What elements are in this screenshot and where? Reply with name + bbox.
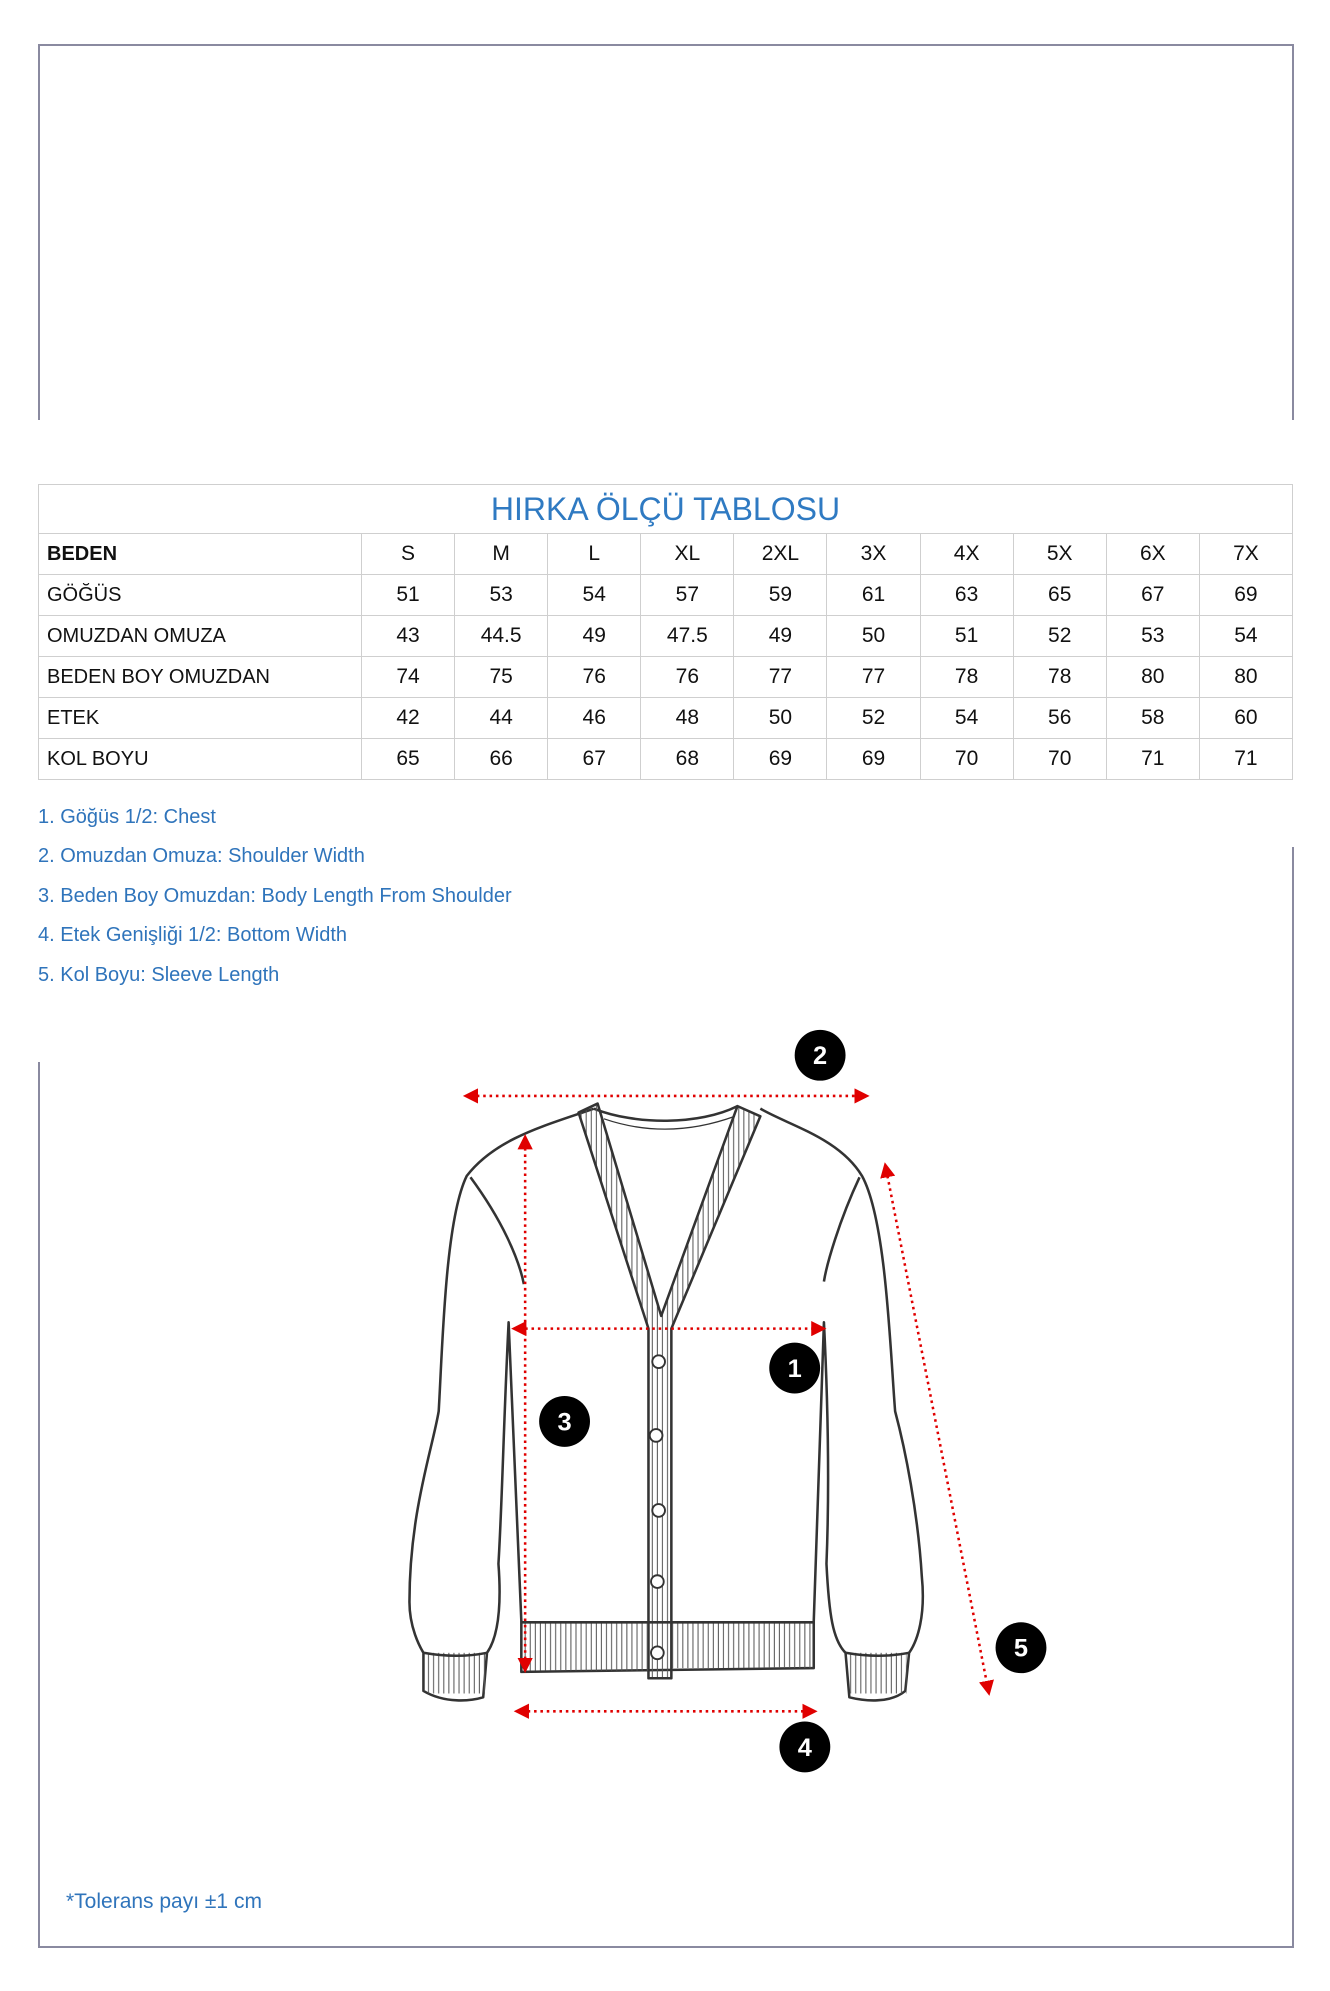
measurement-legend: 1. Göğüs 1/2: Chest 2. Omuzdan Omuza: Sh… bbox=[38, 806, 512, 1003]
table-cell: 70 bbox=[919, 738, 1014, 780]
frame-bottom bbox=[38, 1946, 1294, 1948]
table-cell: 58 bbox=[1105, 697, 1200, 739]
table-cell: 68 bbox=[640, 738, 735, 780]
table-cell: 43 bbox=[360, 615, 456, 657]
size-table: HIRKA ÖLÇÜ TABLOSU BEDEN S M L XL 2XL 3X… bbox=[38, 484, 1294, 780]
table-cell: 54 bbox=[547, 574, 642, 616]
table-title: HIRKA ÖLÇÜ TABLOSU bbox=[38, 484, 1293, 534]
legend-item: 5. Kol Boyu: Sleeve Length bbox=[38, 963, 280, 986]
table-cell: 48 bbox=[640, 697, 735, 739]
legend-item: 4. Etek Genişliği 1/2: Bottom Width bbox=[38, 924, 348, 947]
table-cell: 71 bbox=[1198, 738, 1294, 780]
table-cell: 57 bbox=[640, 574, 735, 616]
size-header: XL bbox=[640, 533, 735, 575]
table-cell: 54 bbox=[1198, 615, 1294, 657]
table-cell: 60 bbox=[1198, 697, 1294, 739]
table-cell: 51 bbox=[360, 574, 456, 616]
table-cell: 53 bbox=[1105, 615, 1200, 657]
table-cell: 63 bbox=[919, 574, 1014, 616]
table-cell: 71 bbox=[1105, 738, 1200, 780]
legend-item: 3. Beden Boy Omuzdan: Body Length From S… bbox=[38, 884, 512, 907]
table-cell: 78 bbox=[919, 656, 1014, 698]
table-cell: 69 bbox=[733, 738, 828, 780]
table-cell: 56 bbox=[1012, 697, 1107, 739]
table-cell: 76 bbox=[640, 656, 735, 698]
table-row: BEDEN BOY OMUZDAN 74 75 76 76 77 77 78 78 80 80 bbox=[38, 656, 1294, 698]
table-cell: 77 bbox=[826, 656, 921, 698]
frame-left-top bbox=[38, 44, 40, 420]
table-cell: 75 bbox=[454, 656, 549, 698]
table-cell: 80 bbox=[1198, 656, 1294, 698]
table-cell: 52 bbox=[826, 697, 921, 739]
table-cell: 52 bbox=[1012, 615, 1107, 657]
button-icon bbox=[651, 1503, 666, 1518]
sleeve-measure-line bbox=[880, 1162, 994, 1696]
row-label: BEDEN BOY OMUZDAN bbox=[38, 656, 362, 698]
table-row: KOL BOYU 65 66 67 68 69 69 70 70 71 71 bbox=[38, 738, 1294, 780]
legend-item: 1. Göğüs 1/2: Chest bbox=[38, 806, 216, 828]
button-icon bbox=[650, 1574, 665, 1589]
table-cell: 78 bbox=[1012, 656, 1107, 698]
table-header-row: BEDEN S M L XL 2XL 3X 4X 5X 6X 7X bbox=[38, 533, 1294, 575]
size-header: 5X bbox=[1012, 533, 1107, 575]
table-row: GÖĞÜS 51 53 54 57 59 61 63 65 67 69 bbox=[38, 574, 1294, 616]
row-label: KOL BOYU bbox=[38, 738, 362, 780]
tolerance-note: *Tolerans payı ±1 cm bbox=[66, 1890, 262, 1913]
table-cell: 49 bbox=[547, 615, 642, 657]
table-cell: 65 bbox=[360, 738, 456, 780]
marker-4: 4 bbox=[798, 1734, 812, 1762]
table-cell: 54 bbox=[919, 697, 1014, 739]
table-cell: 70 bbox=[1012, 738, 1107, 780]
legend-item: 2. Omuzdan Omuza: Shoulder Width bbox=[38, 845, 365, 868]
frame-top bbox=[38, 44, 1294, 46]
size-header: 6X bbox=[1105, 533, 1200, 575]
table-cell: 77 bbox=[733, 656, 828, 698]
frame-right-top bbox=[1292, 44, 1294, 420]
table-cell: 42 bbox=[360, 697, 456, 739]
button-icon bbox=[650, 1645, 665, 1661]
frame-right-bottom bbox=[1292, 847, 1294, 1948]
table-cell: 51 bbox=[919, 615, 1014, 657]
marker-5: 5 bbox=[1014, 1635, 1028, 1663]
table-cell: 47.5 bbox=[640, 615, 735, 657]
buttons bbox=[648, 1354, 666, 1661]
table-cell: 67 bbox=[1105, 574, 1200, 616]
marker-1: 1 bbox=[788, 1355, 802, 1383]
marker-3: 3 bbox=[557, 1408, 571, 1436]
table-cell: 53 bbox=[454, 574, 549, 616]
frame-left-bottom bbox=[38, 1062, 40, 1948]
table-cell: 46 bbox=[547, 697, 642, 739]
size-header: L bbox=[547, 533, 642, 575]
size-header: 7X bbox=[1198, 533, 1294, 575]
table-cell: 50 bbox=[826, 615, 921, 657]
table-cell: 50 bbox=[733, 697, 828, 739]
table-cell: 66 bbox=[454, 738, 549, 780]
table-cell: 59 bbox=[733, 574, 828, 616]
button-icon bbox=[648, 1428, 664, 1443]
table-cell: 69 bbox=[826, 738, 921, 780]
table-cell: 74 bbox=[360, 656, 456, 698]
table-cell: 67 bbox=[547, 738, 642, 780]
marker-2: 2 bbox=[813, 1042, 827, 1070]
table-cell: 44 bbox=[454, 697, 549, 739]
button-icon bbox=[651, 1354, 666, 1369]
